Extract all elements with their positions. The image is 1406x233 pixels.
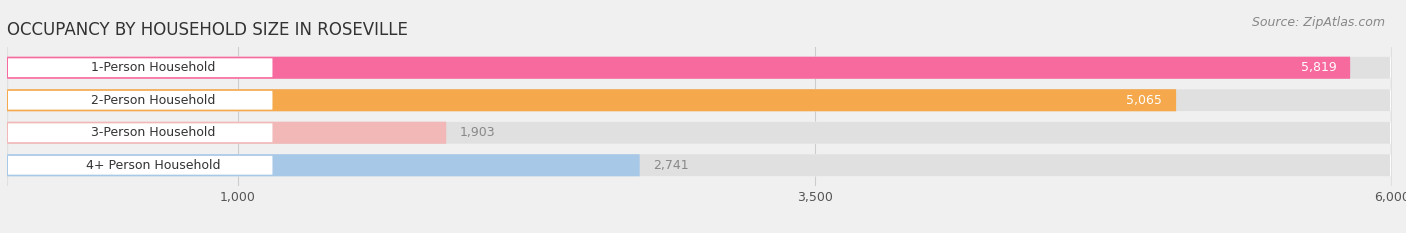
Text: 5,819: 5,819 xyxy=(1301,61,1336,74)
Text: 4+ Person Household: 4+ Person Household xyxy=(86,159,221,172)
FancyBboxPatch shape xyxy=(7,57,1350,79)
FancyBboxPatch shape xyxy=(7,154,1392,176)
FancyBboxPatch shape xyxy=(7,0,1392,233)
FancyBboxPatch shape xyxy=(7,0,1392,233)
Text: 5,065: 5,065 xyxy=(1126,94,1163,107)
FancyBboxPatch shape xyxy=(7,0,1392,233)
Text: 2-Person Household: 2-Person Household xyxy=(91,94,215,107)
FancyBboxPatch shape xyxy=(7,89,1177,111)
FancyBboxPatch shape xyxy=(7,123,273,142)
Text: 1,903: 1,903 xyxy=(460,126,496,139)
FancyBboxPatch shape xyxy=(7,91,273,110)
FancyBboxPatch shape xyxy=(7,122,1392,144)
FancyBboxPatch shape xyxy=(7,154,640,176)
Text: 1-Person Household: 1-Person Household xyxy=(91,61,215,74)
Text: Source: ZipAtlas.com: Source: ZipAtlas.com xyxy=(1251,16,1385,29)
FancyBboxPatch shape xyxy=(7,156,273,175)
FancyBboxPatch shape xyxy=(7,122,446,144)
Text: 2,741: 2,741 xyxy=(654,159,689,172)
Text: 3-Person Household: 3-Person Household xyxy=(91,126,215,139)
FancyBboxPatch shape xyxy=(7,89,1392,111)
FancyBboxPatch shape xyxy=(7,0,1392,233)
FancyBboxPatch shape xyxy=(7,58,273,77)
Text: OCCUPANCY BY HOUSEHOLD SIZE IN ROSEVILLE: OCCUPANCY BY HOUSEHOLD SIZE IN ROSEVILLE xyxy=(7,21,408,39)
FancyBboxPatch shape xyxy=(7,57,1392,79)
